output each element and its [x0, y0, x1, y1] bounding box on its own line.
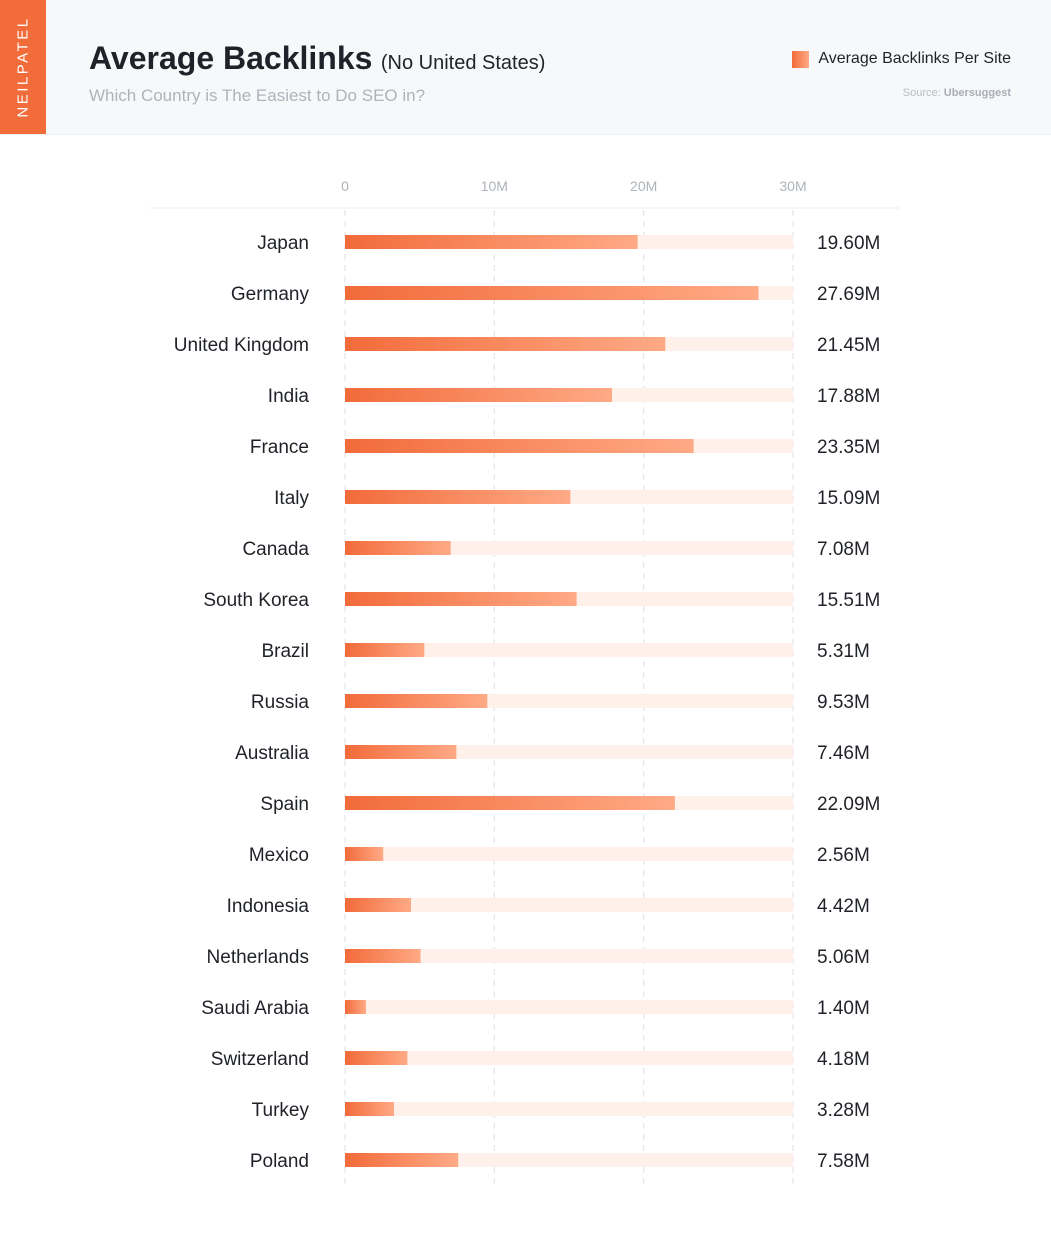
- bar: [345, 847, 384, 861]
- source-prefix: Source:: [902, 87, 941, 99]
- brand-logo: NEILPATEL: [14, 16, 32, 118]
- bar: [345, 286, 759, 300]
- bar-chart: 0 10M 20M 30M Japan 19.60M Germany 27.69M United…: [150, 178, 900, 1188]
- bar-track: [345, 541, 793, 555]
- value-label: 4.42M: [817, 896, 870, 917]
- value-label: 23.35M: [817, 437, 880, 458]
- category-label: Netherlands: [207, 947, 309, 968]
- bar: [345, 1051, 408, 1065]
- category-label: Italy: [274, 488, 309, 509]
- bar: [345, 898, 412, 912]
- value-label: 4.18M: [817, 1049, 870, 1070]
- chart-header: NEILPATEL Average Backlinks (No United S…: [0, 0, 1051, 135]
- bar: [345, 337, 666, 351]
- bar: [345, 439, 694, 453]
- value-label: 5.31M: [817, 641, 870, 662]
- value-label: 27.69M: [817, 284, 880, 305]
- x-tick-label: 0: [341, 178, 349, 194]
- value-label: 7.08M: [817, 539, 870, 560]
- value-label: 21.45M: [817, 335, 880, 356]
- bar-track: [345, 643, 793, 657]
- x-tick-label: 10M: [481, 178, 508, 194]
- category-label: Japan: [257, 233, 309, 254]
- bar-track: [345, 1051, 793, 1065]
- category-label: Indonesia: [227, 896, 310, 917]
- bar: [345, 796, 675, 810]
- legend-label: Average Backlinks Per Site: [818, 50, 1011, 67]
- chart-subtitle: Which Country is The Easiest to Do SEO i…: [89, 86, 426, 105]
- value-label: 3.28M: [817, 1100, 870, 1121]
- value-label: 7.46M: [817, 743, 870, 764]
- bar: [345, 694, 488, 708]
- value-label: 17.88M: [817, 386, 880, 407]
- category-label: South Korea: [203, 590, 309, 611]
- value-label: 15.09M: [817, 488, 880, 509]
- category-label: France: [250, 437, 309, 458]
- category-label: Australia: [235, 743, 309, 764]
- value-label: 19.60M: [817, 233, 880, 254]
- legend-swatch: [792, 50, 810, 68]
- bar-track: [345, 898, 793, 912]
- bar: [345, 490, 571, 504]
- bar-track: [345, 949, 793, 963]
- value-label: 7.58M: [817, 1151, 870, 1172]
- category-label: Turkey: [252, 1100, 310, 1121]
- bar: [345, 592, 577, 606]
- category-label: Saudi Arabia: [201, 998, 309, 1019]
- source-note: Source: Ubersuggest: [903, 87, 1011, 99]
- category-label: United Kingdom: [174, 335, 309, 356]
- category-label: Germany: [231, 284, 310, 305]
- bar: [345, 745, 457, 759]
- value-label: 1.40M: [817, 998, 870, 1019]
- bar: [345, 1000, 366, 1014]
- category-label: Mexico: [249, 845, 309, 866]
- bar-track: [345, 847, 793, 861]
- bar-track: [345, 1102, 793, 1116]
- bar: [345, 949, 421, 963]
- bar-track: [345, 745, 793, 759]
- category-label: India: [268, 386, 310, 407]
- value-label: 22.09M: [817, 794, 880, 815]
- category-label: Canada: [242, 539, 309, 560]
- legend: Average Backlinks Per Site: [792, 50, 1011, 68]
- x-tick-label: 30M: [779, 178, 806, 194]
- bar: [345, 388, 613, 402]
- source-name: Ubersuggest: [943, 87, 1011, 99]
- bar: [345, 1153, 459, 1167]
- category-label: Spain: [260, 794, 309, 815]
- category-label: Switzerland: [211, 1049, 309, 1070]
- category-label: Brazil: [261, 641, 309, 662]
- bar: [345, 541, 451, 555]
- bar: [345, 1102, 394, 1116]
- x-tick-label: 20M: [630, 178, 657, 194]
- value-label: 2.56M: [817, 845, 870, 866]
- value-label: 5.06M: [817, 947, 870, 968]
- bar: [345, 643, 425, 657]
- value-label: 15.51M: [817, 590, 880, 611]
- chart-title: Average Backlinks: [89, 40, 373, 76]
- category-label: Russia: [251, 692, 310, 713]
- title-row: Average Backlinks (No United States): [89, 40, 545, 77]
- value-label: 9.53M: [817, 692, 870, 713]
- brand-strip: NEILPATEL: [0, 0, 46, 134]
- bar-track: [345, 1000, 793, 1014]
- chart-title-note: (No United States): [380, 52, 546, 74]
- bar: [345, 235, 638, 249]
- category-label: Poland: [250, 1151, 309, 1172]
